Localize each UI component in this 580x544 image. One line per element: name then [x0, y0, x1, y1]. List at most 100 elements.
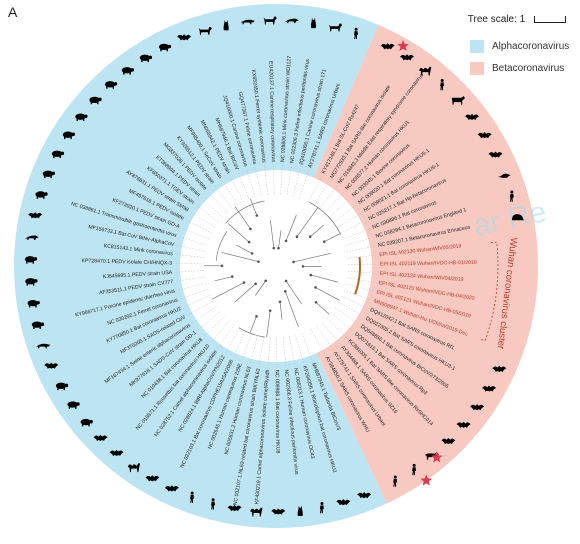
tree-center-disc	[180, 170, 372, 362]
internal-branch	[234, 206, 251, 230]
node-dot	[278, 300, 282, 304]
tree-scale: Tree scale: 1	[468, 14, 566, 25]
terminal-branch	[340, 220, 367, 234]
legend-item-beta: Betacoronavirus	[470, 62, 569, 75]
wuhan-cluster-branch	[354, 256, 361, 295]
terminal-branch	[346, 245, 376, 253]
star-icon	[420, 474, 432, 486]
tree-scale-bar	[534, 15, 566, 23]
terminal-branch	[314, 180, 330, 206]
node-dot	[272, 246, 276, 250]
terminal-branch	[330, 312, 354, 332]
node-dot	[220, 264, 224, 268]
internal-branch	[214, 276, 233, 282]
terminal-branch	[241, 333, 252, 362]
terminal-branch	[214, 185, 233, 209]
node-dot	[277, 246, 280, 250]
terminal-branch	[319, 185, 338, 209]
legend-swatch-beta	[470, 62, 484, 75]
terminal-branch	[308, 175, 323, 202]
terminal-branch	[175, 270, 205, 273]
terminal-branch	[343, 289, 372, 301]
legend-label-alpha: Alphacoronavirus	[492, 41, 570, 52]
terminal-branch	[192, 306, 217, 324]
terminal-branch	[347, 263, 377, 265]
internal-branch	[249, 316, 257, 334]
internal-branch	[250, 198, 258, 216]
node-dot	[242, 281, 246, 284]
star-icon	[397, 40, 409, 51]
terminal-branch	[342, 228, 370, 240]
node-dot	[250, 252, 254, 255]
terminal-branch	[273, 165, 275, 195]
terminal-branch	[301, 333, 313, 361]
terminal-branch	[238, 172, 250, 200]
terminal-branch	[175, 263, 205, 265]
legend-label-beta: Betacoronavirus	[492, 63, 565, 74]
terminal-branch	[183, 295, 211, 308]
alpha-leaf-label: NC 009988.1 Bat coronavirus HKU8	[274, 370, 281, 453]
internal-branch	[324, 233, 341, 242]
terminal-branch	[338, 301, 364, 317]
star-icon	[430, 451, 443, 463]
internal-branch	[211, 282, 245, 300]
node-dot	[309, 273, 313, 277]
terminal-branch	[197, 311, 221, 331]
clade-arc-branch	[225, 200, 265, 224]
terminal-branch	[176, 276, 205, 282]
legend-swatch-alpha	[470, 40, 484, 53]
terminal-branch	[295, 335, 304, 364]
alpha-leaf-label: EU420137.1 Canine respiratory coronaviru…	[267, 61, 276, 162]
node-dot	[247, 240, 251, 244]
terminal-branch	[255, 167, 262, 196]
internal-branch	[309, 224, 325, 237]
terminal-branch	[187, 300, 214, 316]
internal-branch	[315, 302, 330, 315]
terminal-branch	[186, 219, 213, 234]
internal-branch	[266, 310, 271, 338]
node-dot	[255, 315, 258, 318]
alpha-leaf-label: KJ645695.1 PEDV strain USA	[103, 270, 173, 280]
terminal-branch	[175, 254, 205, 258]
node-dot	[314, 300, 318, 304]
terminal-branch	[264, 165, 268, 195]
internal-branch	[221, 252, 259, 262]
host-icons	[24, 16, 525, 517]
terminal-branch	[347, 270, 377, 274]
internal-branch	[227, 223, 250, 243]
terminal-branch	[190, 211, 216, 228]
node-dot	[308, 235, 312, 239]
terminal-branch	[345, 283, 374, 292]
node-dot	[264, 279, 267, 283]
terminal-branch	[299, 170, 310, 199]
terminal-branch	[201, 197, 224, 218]
node-dot	[322, 240, 326, 243]
terminal-branch	[217, 324, 235, 349]
clade-arc-branch	[327, 215, 342, 235]
legend-item-alpha: Alphacoronavirus	[470, 40, 569, 53]
node-dot	[257, 260, 260, 263]
node-dot	[284, 290, 287, 293]
terminal-branch	[280, 165, 283, 195]
terminal-branch	[249, 335, 258, 364]
internal-branch	[296, 207, 319, 237]
internal-branch	[285, 214, 297, 242]
terminal-branch	[246, 169, 256, 198]
node-dot	[230, 275, 234, 278]
node-dot	[301, 265, 305, 268]
internal-branch	[315, 287, 340, 301]
terminal-branch	[210, 320, 230, 344]
terminal-branch	[336, 212, 362, 229]
internal-branch	[285, 280, 303, 305]
terminal-branch	[180, 289, 208, 299]
terminal-branch	[282, 337, 287, 367]
terminal-branch	[321, 321, 341, 345]
betacoronavirus-clade-background	[276, 24, 538, 504]
terminal-branch	[182, 227, 210, 240]
internal-branch	[279, 301, 283, 320]
tree-scale-label: Tree scale: 1	[467, 14, 526, 25]
node-dot	[292, 260, 295, 264]
node-dot	[268, 309, 272, 312]
terminal-branch	[347, 254, 377, 259]
